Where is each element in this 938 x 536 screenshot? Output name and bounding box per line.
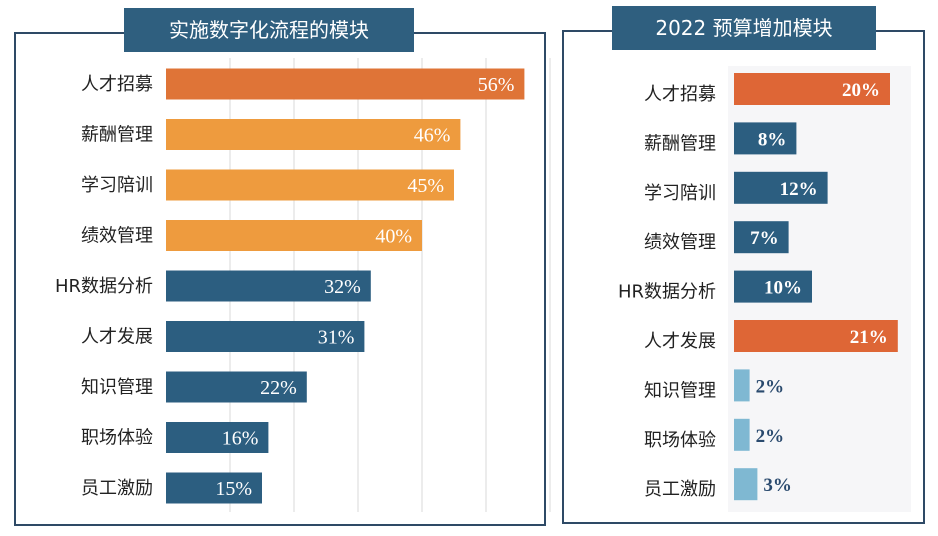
left-bar: [166, 169, 454, 201]
left-bar: [166, 422, 269, 453]
right-category-label: 人才发展: [644, 331, 716, 352]
right-value-label: 8%: [758, 129, 787, 150]
left-value-label: 32%: [324, 276, 361, 298]
right-value-label: 21%: [850, 327, 888, 348]
left-category-label: 职场体验: [81, 428, 153, 449]
left-value-label: 16%: [222, 428, 259, 450]
right-bar: [734, 221, 789, 254]
left-value-label: 15%: [215, 478, 252, 500]
right-bar: [734, 320, 898, 352]
left-bar: [166, 270, 371, 302]
left-bar: [166, 371, 307, 403]
right-category-label: 员工激励: [644, 479, 716, 500]
left-value-label: 46%: [414, 125, 451, 147]
left-value-label: 22%: [260, 377, 297, 399]
left-value-label: 56%: [478, 74, 515, 96]
left-bar: [166, 68, 525, 100]
right-bar: [734, 468, 758, 501]
right-value-label: 3%: [763, 475, 792, 496]
right-category-label: 薪酬管理: [644, 133, 716, 154]
left-category-label: 员工激励: [81, 478, 153, 499]
left-chart-bars: 人才招募 56% 薪酬管理 46% 学习陪训 45% 绩效管理 40% HR数据分析 32% 人才发…: [55, 68, 525, 504]
left-category-label: 学习陪训: [81, 175, 153, 196]
right-category-label: 职场体验: [644, 430, 716, 451]
left-category-label: 知识管理: [81, 377, 153, 398]
left-bar: [166, 472, 262, 504]
right-category-label: 绩效管理: [644, 232, 716, 253]
left-category-label: 人才发展: [81, 327, 153, 348]
right-category-label: 知识管理: [644, 380, 716, 401]
left-category-label: 薪酬管理: [81, 125, 153, 146]
right-value-label: 7%: [750, 228, 779, 249]
left-bar: [166, 119, 461, 150]
left-chart-title: 实施数字化流程的模块: [124, 8, 414, 52]
right-chart-title: 2022 预算增加模块: [612, 6, 876, 50]
right-category-label: HR数据分析: [618, 282, 716, 303]
left-category-label: 人才招募: [81, 74, 153, 95]
left-value-label: 40%: [375, 226, 412, 248]
right-category-label: 人才招募: [644, 84, 716, 105]
right-category-label: 学习陪训: [644, 183, 716, 204]
right-bar: [734, 73, 890, 105]
left-category-label: HR数据分析: [55, 276, 153, 297]
right-bar: [734, 369, 750, 402]
right-bar: [734, 122, 797, 155]
left-bar: [166, 220, 422, 251]
left-category-label: 绩效管理: [81, 226, 153, 247]
right-value-label: 2%: [756, 426, 785, 447]
right-bar: [734, 171, 828, 204]
right-value-label: 10%: [764, 278, 802, 299]
right-value-label: 12%: [780, 179, 818, 200]
right-value-label: 2%: [756, 376, 785, 397]
right-bar: [734, 418, 750, 451]
left-bar: [166, 321, 365, 352]
right-value-label: 20%: [842, 80, 880, 101]
right-chart-bars: 人才招募 20% 薪酬管理 8% 学习陪训 12% 绩效管理 7% HR数据分析 10% 人才发展 2…: [618, 73, 898, 501]
right-bar: [734, 270, 812, 303]
left-value-label: 45%: [407, 175, 444, 197]
left-value-label: 31%: [318, 327, 355, 349]
